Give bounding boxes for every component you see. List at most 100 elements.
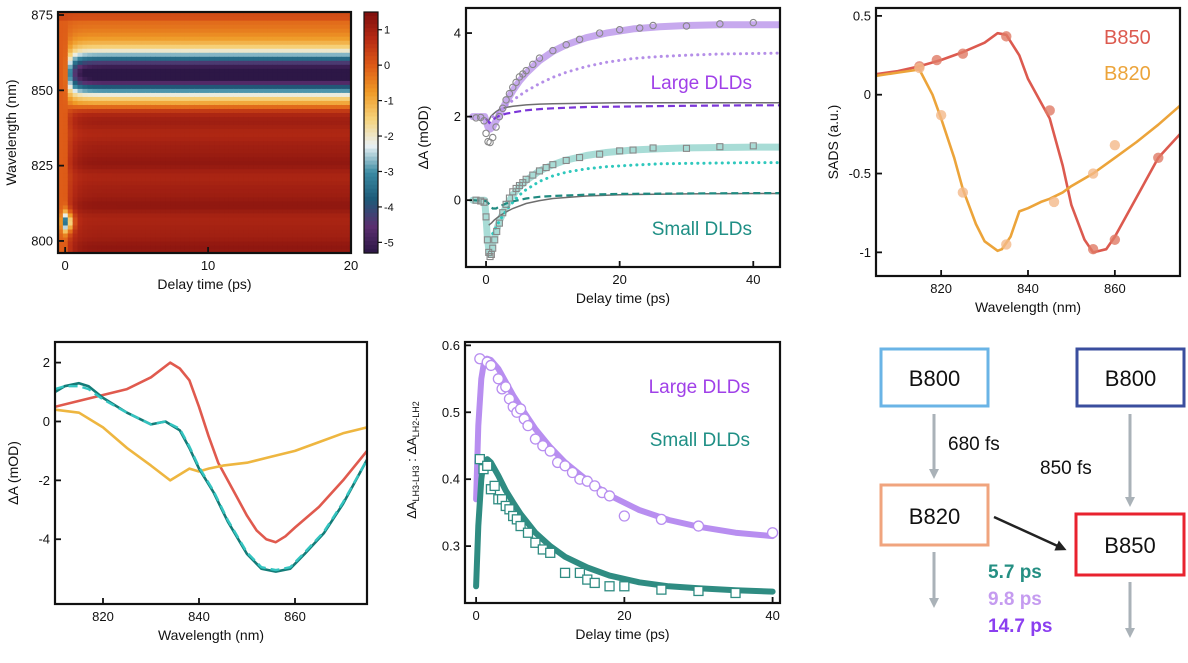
heatmap-cell	[77, 120, 84, 126]
colorbar-segment	[364, 12, 378, 17]
heatmap-cell	[145, 80, 152, 85]
heatmap-cell	[175, 188, 181, 194]
heatmap-cell	[92, 192, 98, 198]
heatmap-cell	[224, 20, 230, 25]
heatmap-cell	[311, 156, 318, 162]
spectra-teal-line	[55, 381, 367, 573]
heatmap-cell	[253, 60, 259, 65]
heatmap-cell	[58, 212, 64, 218]
heatmap-cell	[160, 180, 167, 186]
heatmap-cell	[160, 136, 167, 142]
heatmap-cell	[214, 60, 220, 65]
spectra-xtick-label: 820	[92, 609, 114, 624]
heatmap-cell	[165, 176, 171, 182]
heatmap-cell	[307, 20, 313, 25]
heatmap-cell	[131, 128, 137, 134]
heatmap-cell	[316, 80, 323, 85]
heatmap-cell	[62, 200, 69, 206]
heatmap-cell	[199, 24, 206, 29]
heatmap-cell	[170, 176, 176, 182]
heatmap-cell	[253, 144, 259, 150]
heatmap-cell	[136, 52, 142, 57]
heatmap-cell	[228, 104, 235, 109]
heatmap-cell	[141, 112, 147, 118]
heatmap-cell	[131, 104, 137, 109]
heatmap-cell	[204, 116, 210, 122]
heatmap-cell	[106, 12, 113, 17]
heatmap-cell	[214, 156, 220, 162]
heatmap-cell	[131, 84, 137, 89]
heatmap-cell	[62, 176, 69, 182]
heatmap-cell	[287, 212, 293, 218]
heatmap-cell	[150, 248, 157, 254]
heatmap-cell	[72, 200, 79, 206]
heatmap-cell	[62, 40, 69, 45]
heatmap-cell	[238, 72, 245, 77]
heatmap-cell	[121, 208, 127, 214]
heatmap-cell	[150, 112, 157, 118]
heatmap-cell	[62, 172, 69, 178]
heatmap-cell	[292, 212, 298, 218]
heatmap-cell	[72, 128, 79, 134]
heatmap-cell	[87, 60, 93, 65]
heatmap-cell	[160, 220, 167, 226]
heatmap-cell	[204, 76, 210, 81]
heatmap-cell	[336, 16, 342, 21]
heatmap-cell	[82, 40, 88, 45]
heatmap-cell	[116, 28, 123, 33]
heatmap-cell	[175, 16, 181, 21]
colorbar-segment	[364, 240, 378, 246]
heatmap-cell	[131, 72, 137, 77]
ratio-large-point	[766, 527, 779, 539]
heatmap-cell	[272, 72, 279, 77]
colorbar-segment	[364, 200, 378, 206]
heatmap-cell	[131, 240, 137, 246]
heatmap-cell	[292, 68, 298, 73]
heatmap-cell	[189, 96, 196, 101]
heatmap-cell	[248, 32, 254, 37]
heatmap-cell	[111, 196, 118, 202]
heatmap-cell	[141, 168, 147, 174]
heatmap-cell	[121, 80, 127, 85]
heatmap-cell	[248, 64, 254, 69]
heatmap-cell	[346, 140, 352, 146]
heatmap-cell	[170, 128, 176, 134]
heatmap-cell	[258, 164, 264, 170]
heatmap-cell	[307, 24, 313, 29]
heatmap-cell	[189, 20, 196, 25]
heatmap-cell	[126, 64, 132, 69]
ratio-large-point	[492, 373, 505, 385]
heatmap-cell	[141, 116, 147, 122]
heatmap-cell	[346, 220, 352, 226]
heatmap-cell	[311, 232, 318, 238]
heatmap-cell	[267, 112, 274, 118]
heatmap-cell	[297, 208, 303, 214]
heatmap-cell	[282, 112, 289, 118]
heatmap-cell	[199, 64, 206, 69]
heatmap-cell	[248, 116, 254, 122]
heatmap-cell	[62, 52, 69, 57]
heatmap-cell	[258, 168, 264, 174]
heatmap-cell	[233, 148, 240, 154]
heatmap-cell	[204, 112, 210, 118]
heatmap-cell	[92, 128, 98, 134]
spectra-cyan-dashed-line	[55, 385, 367, 572]
heatmap-cell	[302, 112, 308, 118]
heatmap-cell	[341, 244, 347, 250]
heatmap-cell	[97, 52, 103, 57]
heatmap-cell	[267, 192, 274, 198]
heatmap-cell	[326, 16, 333, 21]
heatmap-cell	[82, 244, 88, 250]
heatmap-cell	[341, 12, 347, 17]
heatmap-cell	[111, 132, 118, 138]
heatmap-cell	[87, 36, 93, 41]
heatmap-cell	[302, 24, 308, 29]
spectra-ytick-label: 2	[43, 355, 50, 370]
heatmap-cell	[97, 76, 103, 81]
heatmap-xtick-label: 20	[344, 258, 358, 273]
heatmap-cell	[243, 164, 250, 170]
heatmap-cell	[67, 156, 74, 162]
heatmap-cell	[253, 168, 259, 174]
heatmap-cell	[282, 116, 289, 122]
